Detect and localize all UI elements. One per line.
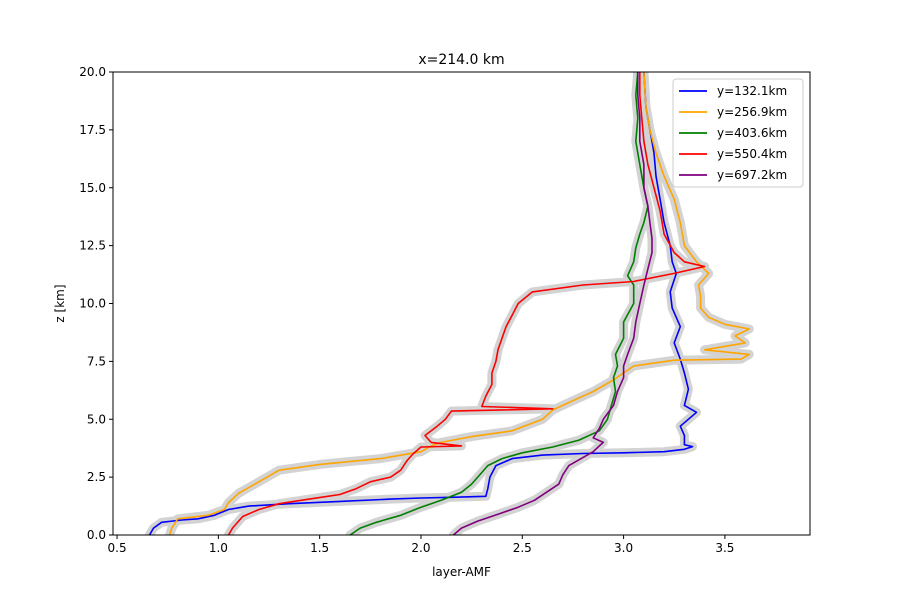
- y-tick-label: 2.5: [87, 470, 106, 484]
- x-tick-label: 2.5: [513, 541, 532, 555]
- y-tick-label: 20.0: [79, 65, 106, 79]
- series-line: [168, 72, 751, 535]
- legend: y=132.1km y=256.9km y=403.6km y=550.4km y=69…: [672, 78, 804, 188]
- y-tick-label: 15.0: [79, 181, 106, 195]
- legend-label: y=403.6km: [717, 126, 787, 140]
- y-tick-label: 0.0: [87, 528, 106, 542]
- x-tick-label: 1.0: [209, 541, 228, 555]
- legend-label: y=550.4km: [717, 147, 787, 161]
- series-line: [452, 72, 653, 535]
- chart-title: x=214.0 km: [418, 52, 504, 68]
- x-tick-label: 1.5: [310, 541, 329, 555]
- y-axis: 0.0 2.5 5.0 7.5 10.0 12.5 15.0 17.5 20.0: [79, 65, 113, 542]
- y-tick-label: 7.5: [87, 354, 106, 368]
- legend-label: y=132.1km: [717, 84, 787, 98]
- y-axis-label: z [km]: [53, 284, 67, 322]
- legend-label: y=256.9km: [717, 105, 787, 119]
- series-lines: [148, 72, 751, 535]
- legend-box: [672, 78, 804, 188]
- x-tick-label: 2.0: [411, 541, 430, 555]
- x-tick-label: 3.0: [614, 541, 633, 555]
- series-line: [148, 72, 698, 535]
- x-tick-label: 0.5: [108, 541, 127, 555]
- x-tick-label: 3.5: [715, 541, 734, 555]
- y-tick-label: 12.5: [79, 239, 106, 253]
- x-axis: 0.5 1.0 1.5 2.0 2.5 3.0 3.5: [108, 535, 734, 555]
- x-axis-label: layer-AMF: [432, 565, 491, 579]
- series-line: [227, 72, 706, 535]
- legend-label: y=697.2km: [717, 168, 787, 182]
- y-tick-label: 17.5: [79, 123, 106, 137]
- y-tick-label: 10.0: [79, 297, 106, 311]
- y-tick-label: 5.0: [87, 412, 106, 426]
